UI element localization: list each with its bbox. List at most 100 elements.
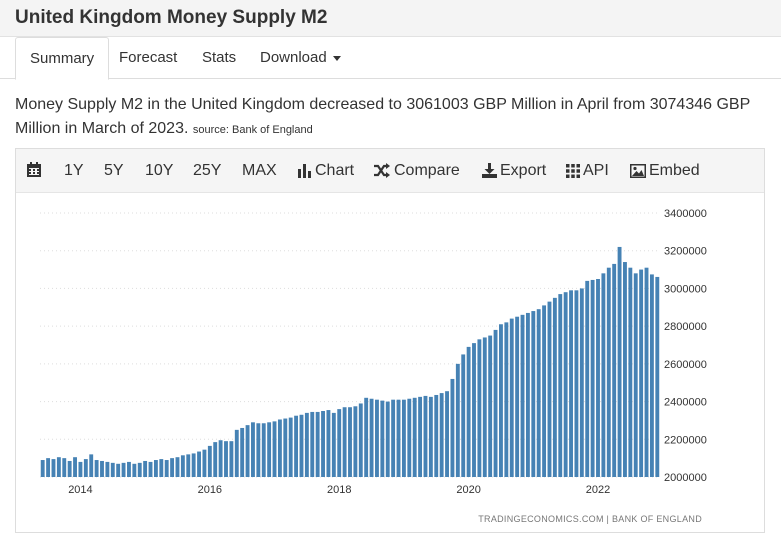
y-axis-labels: 2000000 2200000 2400000 2600000 2800000 30000… bbox=[664, 208, 707, 484]
y-tick-label: 3400000 bbox=[664, 208, 707, 220]
chart-bar bbox=[612, 263, 617, 477]
chart-bar bbox=[428, 396, 433, 477]
chart-bar bbox=[536, 309, 541, 477]
embed-button[interactable]: Embed bbox=[630, 149, 700, 193]
chart-bar bbox=[488, 335, 493, 477]
chart-bar bbox=[78, 461, 83, 477]
page-title: United Kingdom Money Supply M2 bbox=[15, 7, 328, 28]
chart-bar bbox=[574, 290, 579, 477]
chart-bar bbox=[143, 460, 148, 477]
chart-bar bbox=[396, 399, 401, 477]
chart-bar bbox=[89, 454, 94, 477]
compare-button[interactable]: Compare bbox=[373, 149, 460, 193]
chart-bar bbox=[245, 425, 250, 477]
y-tick-label: 3200000 bbox=[664, 246, 707, 258]
chart-bar bbox=[353, 406, 358, 477]
chart-bar bbox=[218, 440, 223, 477]
chart-bar bbox=[164, 460, 169, 477]
chart-bar bbox=[229, 441, 234, 477]
chart-bar bbox=[310, 411, 315, 477]
api-button[interactable]: API bbox=[566, 149, 609, 193]
chart-bar bbox=[623, 262, 627, 477]
chart-bar bbox=[202, 449, 207, 477]
tab-summary[interactable]: Summary bbox=[15, 37, 110, 80]
chart-bar bbox=[450, 378, 455, 477]
chart-bar bbox=[180, 455, 185, 477]
chart-bars bbox=[40, 246, 660, 477]
chart-bar bbox=[369, 398, 374, 477]
calendar-icon[interactable] bbox=[26, 149, 45, 193]
chart-bar bbox=[407, 398, 412, 477]
chart-bar bbox=[153, 460, 158, 477]
chart-bar bbox=[385, 401, 390, 477]
chart-bar bbox=[315, 411, 320, 477]
chart-bar bbox=[56, 457, 61, 477]
chart-toolbar: 1Y 5Y 10Y 25Y MAX Chart Compare Export bbox=[16, 149, 764, 193]
chart-bar bbox=[649, 274, 654, 477]
summary-description: Money Supply M2 in the United Kingdom de… bbox=[15, 93, 770, 142]
chart-bar bbox=[499, 324, 503, 477]
chart-type-button[interactable]: Chart bbox=[297, 149, 354, 193]
api-label: API bbox=[583, 162, 609, 179]
chart-bar bbox=[461, 354, 466, 477]
chart-bar bbox=[596, 279, 600, 477]
export-button[interactable]: Export bbox=[482, 149, 546, 193]
chart-bar bbox=[558, 294, 563, 477]
chart-bar bbox=[186, 454, 191, 477]
chart-bar bbox=[542, 305, 547, 477]
chart-bar bbox=[563, 292, 568, 477]
tab-download[interactable]: Download bbox=[260, 37, 341, 79]
chart-bar bbox=[601, 273, 606, 477]
export-label: Export bbox=[500, 162, 547, 179]
chart-bar bbox=[83, 459, 88, 477]
y-tick-label: 2000000 bbox=[664, 472, 707, 484]
chart-bar bbox=[110, 462, 115, 477]
range-25y-button[interactable]: 25Y bbox=[193, 162, 222, 179]
chart-bar bbox=[251, 422, 255, 477]
money-supply-chart: 2000000 2200000 2400000 2600000 2800000 30000… bbox=[40, 208, 707, 524]
chart-bar bbox=[434, 394, 439, 477]
chart-bar bbox=[116, 463, 121, 477]
grid-icon bbox=[566, 164, 580, 178]
chart-bar bbox=[288, 417, 293, 477]
chart-bar bbox=[100, 460, 104, 477]
chart-bar bbox=[439, 393, 444, 477]
range-5y-button[interactable]: 5Y bbox=[104, 162, 124, 179]
chart-bar bbox=[520, 314, 525, 477]
chart-bar bbox=[348, 407, 352, 477]
range-max-button[interactable]: MAX bbox=[242, 162, 277, 179]
chart-bar bbox=[137, 462, 142, 477]
caret-down-icon bbox=[332, 55, 341, 61]
chart-bar bbox=[277, 419, 282, 477]
chart-bar bbox=[569, 290, 573, 477]
x-tick-label: 2014 bbox=[68, 484, 92, 496]
x-tick-label: 2020 bbox=[456, 484, 480, 496]
chart-panel: 1Y 5Y 10Y 25Y MAX Chart Compare Export bbox=[15, 148, 765, 533]
chart-bar bbox=[272, 421, 277, 477]
range-10y-button[interactable]: 10Y bbox=[145, 162, 174, 179]
chart-bar bbox=[606, 267, 611, 477]
chart-bar bbox=[40, 460, 45, 477]
chart-bar bbox=[207, 445, 212, 477]
chart-bar bbox=[364, 397, 369, 477]
chart-bar bbox=[531, 311, 536, 477]
chart-bar bbox=[655, 276, 660, 477]
chart-bar bbox=[148, 461, 153, 477]
y-tick-label: 2600000 bbox=[664, 359, 707, 371]
chart-bar bbox=[482, 337, 487, 477]
chart-bar bbox=[644, 267, 649, 477]
chart-bar bbox=[509, 318, 514, 477]
chart-bar bbox=[304, 412, 309, 477]
chart-bar bbox=[633, 273, 638, 477]
tab-stats[interactable]: Stats bbox=[202, 49, 237, 66]
chart-bar bbox=[466, 346, 471, 477]
chart-bar bbox=[639, 269, 644, 477]
y-tick-label: 2200000 bbox=[664, 434, 707, 446]
chart-bar bbox=[283, 418, 288, 477]
chart-bar bbox=[224, 441, 228, 477]
chart-bar bbox=[127, 461, 131, 477]
tab-forecast[interactable]: Forecast bbox=[119, 49, 178, 66]
range-1y-button[interactable]: 1Y bbox=[64, 162, 84, 179]
chart-bar bbox=[67, 460, 72, 477]
chart-bar bbox=[342, 407, 347, 477]
